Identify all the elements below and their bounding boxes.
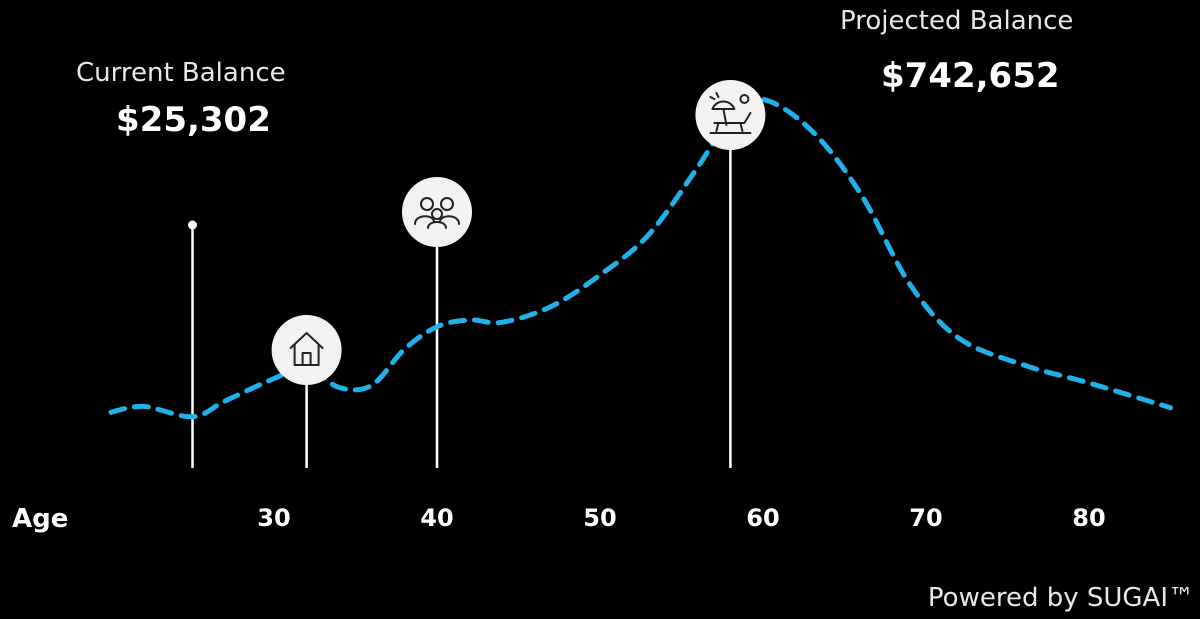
x-tick-label: 40 <box>420 504 454 532</box>
balance-curve-line <box>108 96 1173 420</box>
x-tick-label: 30 <box>257 504 291 532</box>
house-icon <box>271 315 342 385</box>
x-tick-label: 60 <box>746 504 780 532</box>
milestone-icons <box>188 80 766 385</box>
current-balance-value: $25,302 <box>116 100 271 140</box>
projected-balance-label: Projected Balance <box>840 6 1074 36</box>
marker-lines <box>191 115 732 468</box>
beach-chair-icon <box>695 80 766 150</box>
x-tick-label: 50 <box>583 504 617 532</box>
current-age-dot <box>188 220 197 230</box>
projected-balance-value: $742,652 <box>881 56 1060 96</box>
powered-by-footer: Powered by SUGAI™ <box>927 583 1194 613</box>
x-axis-label: Age <box>12 504 69 534</box>
current-balance-label: Current Balance <box>76 58 286 88</box>
x-tick-label: 70 <box>909 504 943 532</box>
family-icon <box>402 177 472 247</box>
x-tick-label: 80 <box>1072 504 1106 532</box>
